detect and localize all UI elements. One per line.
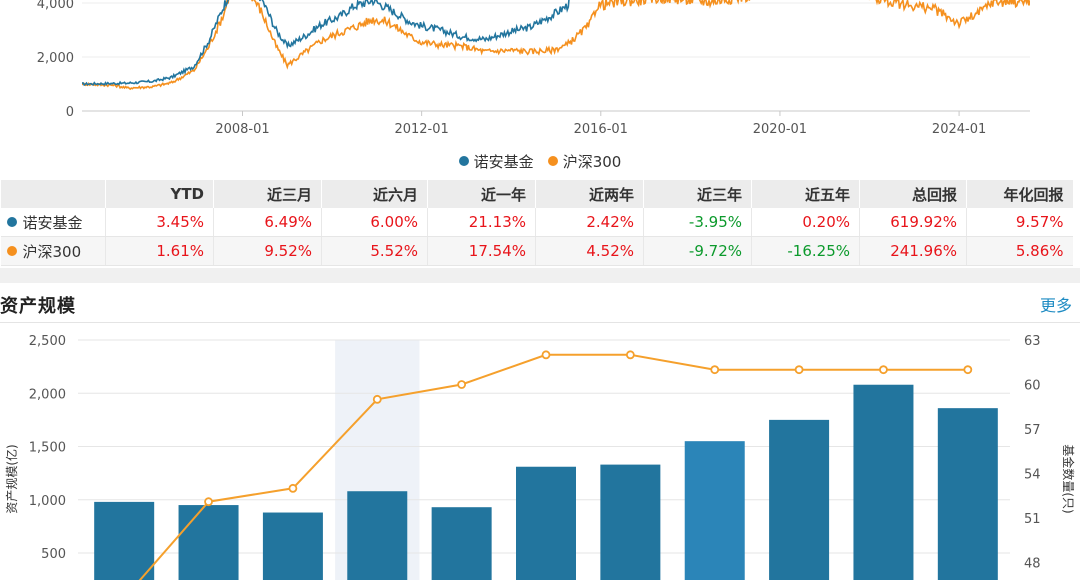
return-cell: 241.96% [859, 236, 967, 266]
legend-dot-index [547, 156, 558, 166]
fund-count-point [457, 380, 467, 389]
y2-tick-label: 48 [1024, 557, 1041, 572]
return-cell: 2.42% [535, 208, 644, 237]
y2-tick-label: 51 [1024, 512, 1041, 527]
return-cell: 9.57% [966, 208, 1073, 237]
return-cell: 3.45% [105, 208, 214, 237]
header-cell: 近三年 [643, 180, 752, 208]
return-cell: 21.13% [427, 208, 536, 237]
y-tick-label: 1,000 [29, 494, 66, 509]
y-tick-label: 2,000 [37, 51, 74, 66]
fund-count-point [963, 365, 973, 375]
row-name-cell: 沪深300 [0, 236, 106, 266]
fund-count-point [879, 365, 888, 375]
header-cell: 总回报 [859, 180, 967, 208]
fund-count-point [625, 350, 635, 360]
row-name-cell: 诺安基金 [0, 208, 106, 237]
x-tick-label: 2012-01 [394, 122, 448, 137]
section-title-assets: 资产规模 [0, 296, 76, 317]
legend-label-fund: 诺安基金 [473, 152, 534, 171]
returns-table: YTD 近三月 近六月 近一年 近两年 近三年 近五年 总回报 年化回报 诺安基… [0, 180, 1073, 266]
fund-count-point [541, 350, 551, 360]
return-cell: -16.25% [751, 236, 860, 266]
y2-axis-title: 基金数量(只) [1061, 444, 1076, 513]
y2-tick-label: 57 [1024, 423, 1041, 438]
bar [431, 507, 492, 580]
performance-line-chart: 0 2,000 4,000 2008-01 2012-01 2016-01 2020-01 2… [37, 0, 1030, 137]
header-cell: 近六月 [321, 180, 428, 208]
header-cell: 近一年 [427, 180, 536, 208]
more-link[interactable]: 更多 [1039, 296, 1072, 315]
bar [600, 464, 661, 580]
x-tick-label: 2016-01 [574, 122, 628, 137]
legend-dot-fund [458, 156, 469, 166]
fund-count-point [204, 497, 213, 507]
fund-count-point [372, 394, 382, 404]
series-line-fund [82, 0, 570, 87]
legend-item-fund[interactable]: 诺安基金 [458, 151, 534, 172]
bar [853, 384, 914, 580]
x-tick-label: 2020-01 [753, 122, 807, 137]
fund-count-point [288, 483, 298, 493]
legend-item-index[interactable]: 沪深300 [547, 151, 622, 172]
row-name: 诺安基金 [22, 213, 83, 232]
legend-label-index: 沪深300 [562, 152, 622, 171]
return-cell: 5.86% [966, 236, 1073, 266]
row-dot-fund [6, 217, 17, 227]
series-line-index [82, 0, 1030, 91]
return-cell: 0.20% [751, 208, 860, 237]
bar [262, 512, 323, 580]
section-divider [0, 322, 1080, 323]
bar [769, 419, 830, 580]
header-cell-name [0, 180, 106, 208]
y2-tick-label: 54 [1024, 468, 1041, 483]
return-cell: 1.61% [105, 236, 214, 266]
bar [684, 441, 745, 580]
y-tick-label: 4,000 [37, 0, 74, 12]
y-tick-label: 2,500 [29, 334, 66, 349]
return-cell: 619.92% [859, 208, 967, 237]
fund-count-point [794, 365, 804, 375]
header-cell: 近三月 [213, 180, 322, 208]
table-row: 沪深300 1.61% 9.52% 5.52% 17.54% 4.52% -9.… [0, 236, 1073, 266]
y-axis-title: 资产规模(亿) [4, 444, 19, 513]
header-cell: 近五年 [751, 180, 860, 208]
y-tick-label: 500 [41, 547, 66, 562]
y-tick-label: 1,500 [29, 441, 66, 456]
x-tick-label: 2024-01 [932, 122, 986, 137]
bar [937, 408, 998, 580]
bar [347, 491, 408, 580]
table-row: 诺安基金 3.45% 6.49% 6.00% 21.13% 2.42% -3.9… [0, 208, 1073, 237]
section-separator [0, 268, 1080, 283]
row-dot-index [6, 246, 17, 256]
row-name: 沪深300 [22, 242, 82, 261]
header-cell: YTD [105, 180, 214, 208]
return-cell: 17.54% [427, 236, 536, 266]
x-tick-label: 2008-01 [215, 122, 269, 137]
y-tick-label: 2,000 [29, 387, 66, 402]
return-cell: -3.95% [643, 208, 752, 237]
header-cell: 年化回报 [966, 180, 1073, 208]
return-cell: 6.00% [321, 208, 428, 237]
return-cell: 6.49% [213, 208, 322, 237]
return-cell: 5.52% [321, 236, 428, 266]
bar [516, 466, 576, 580]
bar [94, 501, 155, 580]
bar [178, 505, 239, 580]
performance-legend: 诺安基金 沪深300 [0, 150, 1080, 172]
y-tick-label: 0 [66, 105, 74, 120]
fund-count-point [710, 365, 720, 375]
header-cell: 近两年 [535, 180, 644, 208]
return-cell: 9.52% [213, 236, 322, 266]
returns-table-header: YTD 近三月 近六月 近一年 近两年 近三年 近五年 总回报 年化回报 [0, 180, 1073, 208]
asset-scale-chart: 500 1,000 1,500 2,000 2,500 48 51 54 57 60 63 资产规模(… [4, 334, 1076, 580]
return-cell: -9.72% [643, 236, 752, 266]
y2-tick-label: 60 [1024, 379, 1041, 394]
return-cell: 4.52% [535, 236, 644, 266]
y2-tick-label: 63 [1024, 334, 1041, 349]
